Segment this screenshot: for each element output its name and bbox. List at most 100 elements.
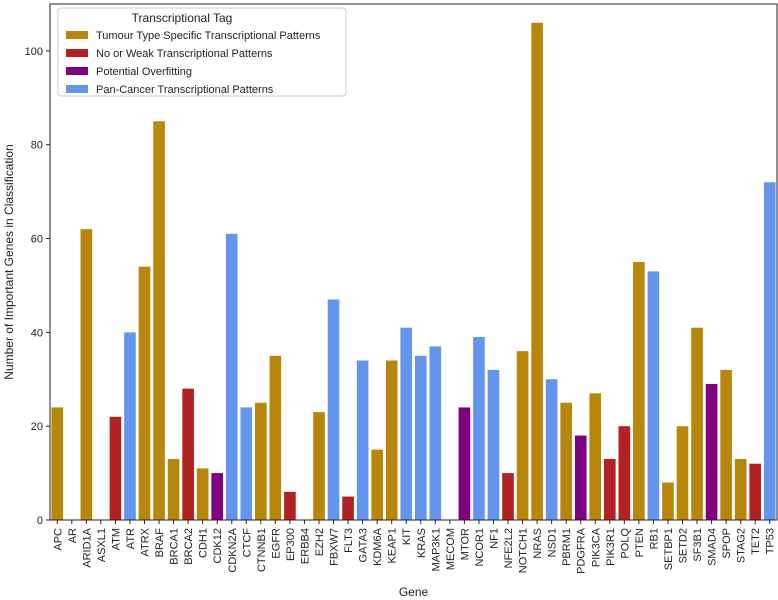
x-tick-label: ERBB4 — [299, 528, 311, 564]
legend-label-pan: Pan-Cancer Transcriptional Patterns — [96, 84, 274, 96]
y-tick-label: 100 — [25, 46, 43, 58]
bar-brca2 — [182, 388, 194, 520]
bar-stag2 — [734, 459, 747, 520]
bar-ep300 — [284, 491, 296, 520]
bar-cdh1 — [196, 468, 209, 520]
x-tick-label: NCOR1 — [474, 528, 486, 567]
bar-nras — [531, 22, 543, 520]
x-tick-label: TET2 — [750, 528, 762, 555]
bar-atrx — [138, 266, 151, 520]
x-tick-label: CDKN2A — [227, 527, 239, 572]
bar-smad4 — [705, 383, 718, 520]
bar-kras — [414, 355, 427, 520]
x-tick-label: ASXL1 — [96, 528, 108, 562]
bar-setd2 — [676, 426, 689, 520]
bars-layer — [51, 22, 776, 520]
x-tick-label: NOTCH1 — [518, 528, 530, 573]
x-tick-label: TP53 — [765, 528, 777, 554]
bar-cdkn2a — [225, 233, 238, 520]
legend-label-weak: No or Weak Transcriptional Patterns — [96, 48, 273, 60]
bar-keap1 — [385, 360, 398, 520]
y-tick-label: 40 — [31, 327, 43, 339]
bar-brca1 — [167, 459, 180, 520]
x-tick-label: STAG2 — [736, 528, 748, 563]
bar-pik3ca — [589, 393, 602, 520]
bar-braf — [153, 121, 165, 520]
bar-pbrm1 — [560, 402, 572, 520]
bar-pdgfra — [574, 435, 587, 520]
y-axis-title: Number of Important Genes in Classificat… — [2, 144, 16, 379]
legend-title: Transcriptional Tag — [132, 11, 233, 25]
bar-spop — [720, 369, 732, 520]
bar-ctnnb1 — [255, 402, 267, 520]
x-tick-label: MTOR — [459, 528, 471, 560]
x-tick-label: BRCA1 — [169, 528, 181, 565]
bar-nsd1 — [545, 379, 558, 520]
x-tick-label: PIK3CA — [590, 527, 602, 567]
x-tick-label: NRAS — [532, 528, 544, 559]
legend-label-tumour: Tumour Type Specific Transcriptional Pat… — [96, 30, 321, 42]
x-tick-label: SETD2 — [677, 528, 689, 563]
x-tick-label: ARID1A — [81, 527, 93, 567]
bar-rb1 — [647, 271, 660, 520]
x-tick-label: AR — [67, 528, 79, 543]
x-tick-label: CDH1 — [198, 528, 210, 558]
bar-mtor — [458, 407, 471, 520]
legend-swatch-pan — [66, 85, 88, 93]
x-tick-label: MECOM — [445, 528, 457, 570]
bar-ctcf — [240, 407, 253, 520]
bar-ncor1 — [473, 337, 485, 520]
x-tick-label: FBXW7 — [329, 528, 341, 566]
x-tick-label: SETBP1 — [663, 528, 675, 570]
bar-tet2 — [749, 463, 762, 520]
y-tick-label: 60 — [31, 234, 43, 246]
x-tick-label: SMAD4 — [707, 528, 719, 566]
x-tick-label: APC — [52, 528, 64, 551]
x-tick-label: ATRX — [140, 527, 152, 556]
bar-nf1 — [487, 369, 500, 520]
x-tick-label: CDK12 — [212, 528, 224, 563]
x-tick-label: KRAS — [416, 528, 428, 558]
x-tick-label: KIT — [401, 528, 413, 545]
legend: Transcriptional Tag Tumour Type Specific… — [57, 7, 347, 97]
x-tick-label: PTEN — [634, 528, 646, 557]
bar-ezh2 — [313, 412, 325, 520]
plot-frame — [49, 3, 778, 521]
x-tick-label: EGFR — [270, 528, 282, 559]
bar-pik3r1 — [603, 459, 616, 520]
bar-polq — [618, 426, 631, 520]
y-tick-label: 80 — [31, 140, 43, 152]
bar-sf3b1 — [691, 327, 703, 520]
x-tick-label: ATM — [110, 528, 122, 550]
x-tick-label: FLT3 — [343, 528, 355, 553]
bar-flt3 — [342, 496, 354, 520]
bar-apc — [51, 407, 64, 520]
legend-items: Tumour Type Specific Transcriptional Pat… — [66, 30, 321, 96]
legend-swatch-overfit — [66, 67, 88, 75]
x-tick-label: NF1 — [488, 528, 500, 549]
bar-atr — [124, 332, 136, 520]
x-tick-label: CTCF — [241, 528, 253, 558]
bar-tp53 — [763, 182, 776, 520]
bar-setbp1 — [662, 482, 674, 520]
bar-atm — [109, 416, 122, 520]
x-axis-title: Gene — [399, 585, 429, 599]
y-tick-label: 20 — [31, 421, 43, 433]
legend-swatch-tumour — [66, 31, 88, 39]
x-tick-label: ATR — [125, 528, 137, 549]
bar-gata3 — [356, 360, 369, 520]
x-tick-label: POLQ — [619, 528, 631, 559]
x-tick-label: MAP3K1 — [430, 528, 442, 571]
y-axis: 0 20 40 60 80 100 — [25, 46, 50, 527]
bar-kit — [400, 327, 413, 520]
legend-box — [57, 7, 347, 97]
bar-notch1 — [516, 351, 529, 520]
legend-swatch-weak — [66, 49, 88, 57]
bar-arid1a — [80, 229, 93, 520]
x-tick-label: NSD1 — [547, 528, 559, 557]
y-tick-label: 0 — [37, 515, 43, 527]
x-tick-label: NFE2L2 — [503, 528, 515, 568]
x-tick-label: PBRM1 — [561, 528, 573, 566]
bar-egfr — [269, 355, 282, 520]
